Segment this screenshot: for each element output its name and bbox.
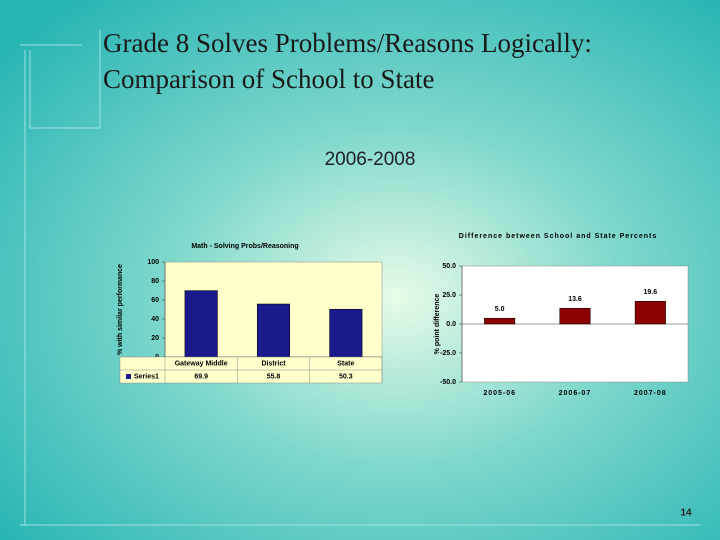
y-tick-label: 80	[151, 278, 159, 285]
decoration	[20, 30, 700, 526]
y-tick-label: -50.0	[440, 379, 456, 386]
y-tick-label: 100	[147, 259, 159, 266]
page-number: 14	[680, 508, 692, 519]
y-tick-label: 25.0	[442, 292, 456, 299]
y-axis-label: % point difference	[434, 294, 441, 355]
bar	[634, 301, 666, 325]
slide-title: Comparison of School to State	[103, 64, 434, 94]
bar	[184, 290, 218, 358]
y-axis-label: % with similar performance	[117, 264, 124, 355]
y-tick-label: 0.0	[446, 321, 456, 328]
bar	[559, 307, 591, 325]
chart-title: Math - Solving Probs/Reasoning	[191, 243, 298, 250]
legend-label: Series1	[134, 373, 159, 380]
x-tick-label: 2007-08	[634, 390, 667, 397]
data-label: 19.6	[644, 289, 658, 296]
bar	[329, 308, 363, 358]
bar	[256, 303, 291, 358]
legend-key	[126, 374, 131, 379]
bar	[484, 317, 516, 325]
x-tick-label: Gateway Middle	[175, 360, 228, 367]
y-tick-label: 20	[151, 335, 159, 342]
table-value: 50.3	[339, 373, 353, 380]
y-tick-label: -25.0	[440, 350, 456, 357]
slide-title: Grade 8 Solves Problems/Reasons Logicall…	[103, 28, 592, 58]
x-tick-label: 2006-07	[559, 390, 592, 397]
data-label: 5.0	[495, 306, 505, 313]
x-tick-label: State	[337, 360, 354, 367]
subtitle: 2006-2008	[325, 149, 416, 170]
data-label: 13.6	[568, 296, 582, 303]
x-tick-label: 2005-06	[483, 390, 516, 397]
table-value: 69.9	[194, 373, 208, 380]
chart-title: Difference between School and State Perc…	[459, 233, 657, 240]
y-tick-label: 50.0	[442, 263, 456, 270]
x-tick-label: District	[261, 360, 286, 367]
y-tick-label: 40	[151, 316, 159, 323]
table-value: 55.8	[267, 373, 281, 380]
y-tick-label: 60	[151, 297, 159, 304]
